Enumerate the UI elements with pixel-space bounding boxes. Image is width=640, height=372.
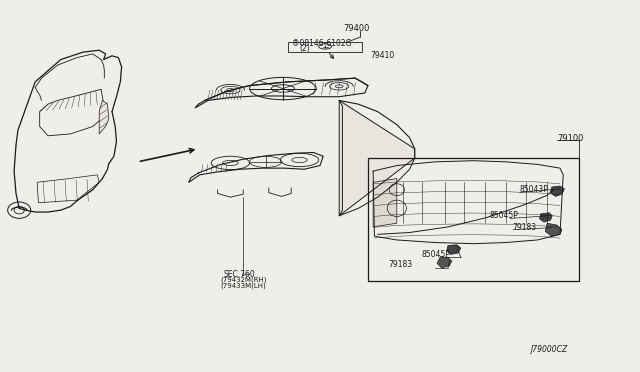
Polygon shape [550, 186, 564, 196]
Polygon shape [545, 223, 562, 236]
Text: (2): (2) [300, 44, 310, 53]
Text: ®08146-6102G: ®08146-6102G [292, 39, 351, 48]
Polygon shape [437, 257, 452, 268]
Polygon shape [339, 100, 415, 216]
Text: 85043P: 85043P [520, 185, 548, 194]
Polygon shape [447, 245, 461, 254]
Polygon shape [99, 100, 109, 134]
Text: SEC.760: SEC.760 [224, 270, 256, 279]
Text: 79183: 79183 [388, 260, 412, 269]
Text: 85045P: 85045P [490, 211, 518, 220]
Text: 79100: 79100 [557, 134, 583, 143]
Bar [368, 158, 579, 281]
Text: 85045P: 85045P [421, 250, 450, 259]
Text: (79432M(RH): (79432M(RH) [220, 276, 267, 283]
Polygon shape [373, 179, 397, 227]
Text: J79000CZ: J79000CZ [530, 345, 567, 354]
Text: 79410: 79410 [370, 51, 394, 60]
Text: (79433M(LH): (79433M(LH) [220, 282, 266, 289]
Polygon shape [540, 213, 552, 222]
Text: 79400: 79400 [343, 24, 369, 33]
Text: 79183: 79183 [512, 222, 536, 231]
